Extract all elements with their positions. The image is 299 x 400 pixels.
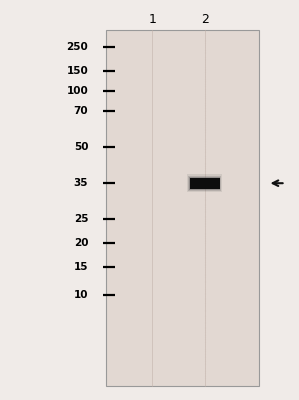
Bar [106,30,259,386]
Bar [188,176,221,191]
Text: 35: 35 [74,178,88,188]
Bar [187,174,222,192]
Text: 70: 70 [74,106,88,116]
Text: 250: 250 [66,42,88,52]
Bar [189,177,220,190]
Text: 25: 25 [74,214,88,224]
Text: 1: 1 [149,13,156,26]
Bar [190,178,220,189]
Text: 10: 10 [74,290,88,300]
Text: 100: 100 [66,86,88,96]
Text: 2: 2 [201,13,209,26]
Text: 50: 50 [74,142,88,152]
Text: 150: 150 [66,66,88,76]
Text: 20: 20 [74,238,88,248]
Text: 15: 15 [74,262,88,272]
